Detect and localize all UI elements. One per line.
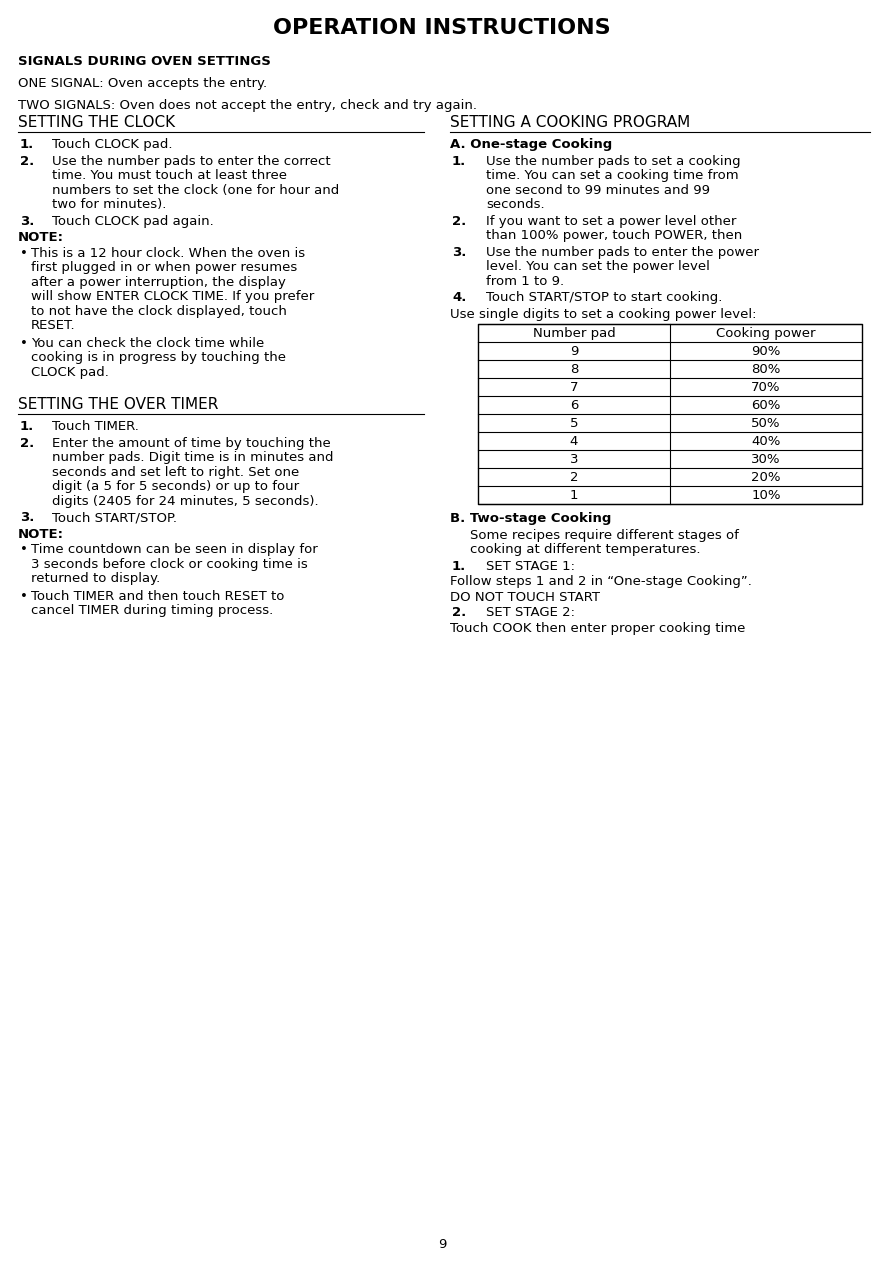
Text: 1.: 1. <box>452 560 466 573</box>
Text: 1.: 1. <box>452 154 466 168</box>
Text: numbers to set the clock (one for hour and: numbers to set the clock (one for hour a… <box>52 183 339 196</box>
Text: two for minutes).: two for minutes). <box>52 199 166 211</box>
Text: 80%: 80% <box>751 363 781 376</box>
Text: •: • <box>20 336 28 350</box>
Text: returned to display.: returned to display. <box>31 572 160 586</box>
Text: This is a 12 hour clock. When the oven is: This is a 12 hour clock. When the oven i… <box>31 247 305 260</box>
Text: 6: 6 <box>570 398 578 411</box>
Text: 2.: 2. <box>20 154 34 168</box>
Text: to not have the clock displayed, touch: to not have the clock displayed, touch <box>31 304 287 317</box>
Text: 30%: 30% <box>751 452 781 466</box>
Text: 2.: 2. <box>20 437 34 449</box>
Text: after a power interruption, the display: after a power interruption, the display <box>31 275 286 289</box>
Text: NOTE:: NOTE: <box>18 527 64 541</box>
Text: digit (a 5 for 5 seconds) or up to four: digit (a 5 for 5 seconds) or up to four <box>52 480 299 493</box>
Text: 2.: 2. <box>452 606 466 619</box>
Text: 5: 5 <box>570 416 578 429</box>
Text: 2: 2 <box>570 471 578 484</box>
Text: Use the number pads to enter the power: Use the number pads to enter the power <box>486 246 759 258</box>
Text: from 1 to 9.: from 1 to 9. <box>486 275 564 288</box>
Text: Cooking power: Cooking power <box>716 326 816 340</box>
Text: RESET.: RESET. <box>31 320 76 332</box>
Text: 90%: 90% <box>751 345 781 358</box>
Text: digits (2405 for 24 minutes, 5 seconds).: digits (2405 for 24 minutes, 5 seconds). <box>52 494 318 508</box>
Text: first plugged in or when power resumes: first plugged in or when power resumes <box>31 261 297 274</box>
Text: Touch TIMER and then touch RESET to: Touch TIMER and then touch RESET to <box>31 589 285 602</box>
Text: Touch COOK then enter proper cooking time: Touch COOK then enter proper cooking tim… <box>450 621 745 634</box>
Text: 3.: 3. <box>20 214 34 228</box>
Text: cooking is in progress by touching the: cooking is in progress by touching the <box>31 351 286 364</box>
Text: 4.: 4. <box>452 292 467 304</box>
Text: number pads. Digit time is in minutes and: number pads. Digit time is in minutes an… <box>52 451 333 463</box>
Text: SETTING THE OVER TIMER: SETTING THE OVER TIMER <box>18 397 218 412</box>
Text: Number pad: Number pad <box>533 326 615 340</box>
Bar <box>478 325 862 504</box>
Text: SETTING A COOKING PROGRAM: SETTING A COOKING PROGRAM <box>450 115 690 130</box>
Text: CLOCK pad.: CLOCK pad. <box>31 365 109 378</box>
Text: 9: 9 <box>570 345 578 358</box>
Text: 40%: 40% <box>751 434 781 448</box>
Text: Touch CLOCK pad again.: Touch CLOCK pad again. <box>52 214 214 228</box>
Text: cancel TIMER during timing process.: cancel TIMER during timing process. <box>31 603 273 617</box>
Text: time. You can set a cooking time from: time. You can set a cooking time from <box>486 169 739 182</box>
Text: Touch START/STOP.: Touch START/STOP. <box>52 510 177 524</box>
Text: 7: 7 <box>570 381 578 393</box>
Text: 8: 8 <box>570 363 578 376</box>
Text: will show ENTER CLOCK TIME. If you prefer: will show ENTER CLOCK TIME. If you prefe… <box>31 290 314 303</box>
Text: Time countdown can be seen in display for: Time countdown can be seen in display fo… <box>31 544 317 556</box>
Text: seconds and set left to right. Set one: seconds and set left to right. Set one <box>52 466 300 479</box>
Text: Follow steps 1 and 2 in “One-stage Cooking”.: Follow steps 1 and 2 in “One-stage Cooki… <box>450 575 752 588</box>
Text: Use the number pads to enter the correct: Use the number pads to enter the correct <box>52 154 331 168</box>
Text: Some recipes require different stages of: Some recipes require different stages of <box>470 528 739 541</box>
Text: 4: 4 <box>570 434 578 448</box>
Text: •: • <box>20 247 28 260</box>
Text: than 100% power, touch POWER, then: than 100% power, touch POWER, then <box>486 229 743 242</box>
Text: one second to 99 minutes and 99: one second to 99 minutes and 99 <box>486 183 710 196</box>
Text: B. Two-stage Cooking: B. Two-stage Cooking <box>450 512 612 524</box>
Text: 2.: 2. <box>452 214 466 228</box>
Text: ONE SIGNAL: Oven accepts the entry.: ONE SIGNAL: Oven accepts the entry. <box>18 76 267 90</box>
Text: SET STAGE 1:: SET STAGE 1: <box>486 560 575 573</box>
Text: level. You can set the power level: level. You can set the power level <box>486 260 710 272</box>
Text: 1: 1 <box>570 489 578 502</box>
Text: seconds.: seconds. <box>486 199 545 211</box>
Text: Touch CLOCK pad.: Touch CLOCK pad. <box>52 137 172 151</box>
Text: 3.: 3. <box>452 246 467 258</box>
Text: A. One-stage Cooking: A. One-stage Cooking <box>450 137 613 151</box>
Text: 10%: 10% <box>751 489 781 502</box>
Text: Use the number pads to set a cooking: Use the number pads to set a cooking <box>486 154 741 168</box>
Text: SIGNALS DURING OVEN SETTINGS: SIGNALS DURING OVEN SETTINGS <box>18 55 271 67</box>
Text: 20%: 20% <box>751 471 781 484</box>
Text: NOTE:: NOTE: <box>18 230 64 244</box>
Text: •: • <box>20 589 28 602</box>
Text: 50%: 50% <box>751 416 781 429</box>
Text: DO NOT TOUCH START: DO NOT TOUCH START <box>450 591 600 603</box>
Text: SET STAGE 2:: SET STAGE 2: <box>486 606 575 619</box>
Text: Use single digits to set a cooking power level:: Use single digits to set a cooking power… <box>450 308 757 321</box>
Text: You can check the clock time while: You can check the clock time while <box>31 336 264 350</box>
Text: 3.: 3. <box>20 510 34 524</box>
Text: time. You must touch at least three: time. You must touch at least three <box>52 169 287 182</box>
Text: TWO SIGNALS: Oven does not accept the entry, check and try again.: TWO SIGNALS: Oven does not accept the en… <box>18 99 477 112</box>
Text: 60%: 60% <box>751 398 781 411</box>
Text: 3: 3 <box>570 452 578 466</box>
Text: Touch START/STOP to start cooking.: Touch START/STOP to start cooking. <box>486 292 722 304</box>
Text: Enter the amount of time by touching the: Enter the amount of time by touching the <box>52 437 331 449</box>
Text: 70%: 70% <box>751 381 781 393</box>
Text: SETTING THE CLOCK: SETTING THE CLOCK <box>18 115 175 130</box>
Text: 1.: 1. <box>20 420 34 433</box>
Text: Touch TIMER.: Touch TIMER. <box>52 420 139 433</box>
Text: cooking at different temperatures.: cooking at different temperatures. <box>470 544 700 556</box>
Text: 3 seconds before clock or cooking time is: 3 seconds before clock or cooking time i… <box>31 558 308 570</box>
Text: If you want to set a power level other: If you want to set a power level other <box>486 214 736 228</box>
Text: OPERATION INSTRUCTIONS: OPERATION INSTRUCTIONS <box>273 18 611 38</box>
Text: 1.: 1. <box>20 137 34 151</box>
Text: •: • <box>20 544 28 556</box>
Text: 9: 9 <box>438 1239 446 1251</box>
